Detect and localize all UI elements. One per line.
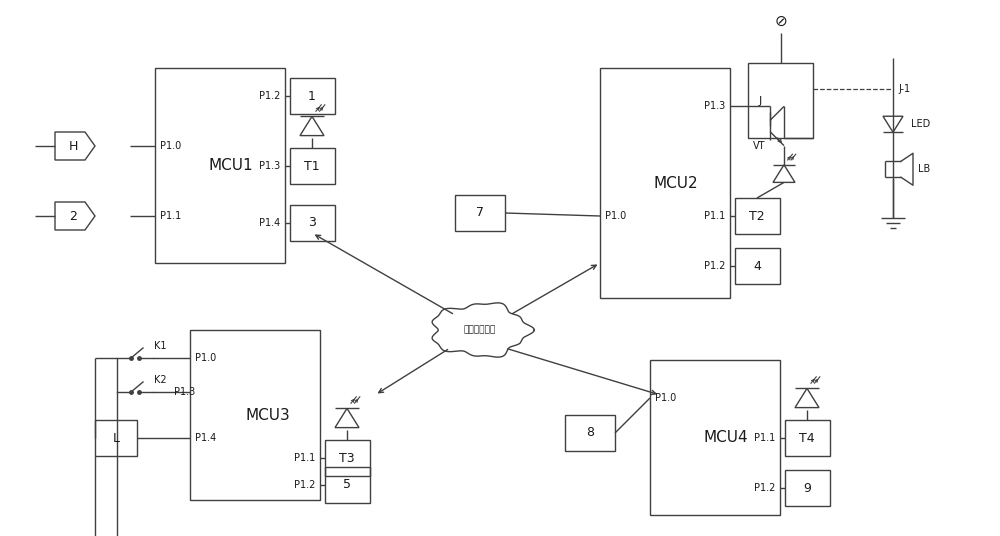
Text: 1: 1 (308, 90, 316, 102)
Text: K2: K2 (154, 375, 166, 385)
Text: P1.2: P1.2 (294, 480, 315, 490)
Bar (325, 440, 370, 476)
Bar (155, 68, 285, 263)
Bar (290, 78, 335, 114)
Text: 8: 8 (586, 427, 594, 440)
Text: L: L (112, 431, 120, 444)
Text: P1.2: P1.2 (704, 261, 725, 271)
Text: P1.3: P1.3 (704, 101, 725, 111)
Text: P1.0: P1.0 (605, 211, 626, 221)
Text: P1.1: P1.1 (754, 433, 775, 443)
Text: 2: 2 (69, 210, 77, 222)
Text: LB: LB (918, 164, 930, 174)
Bar (600, 68, 730, 298)
Text: J: J (758, 95, 762, 106)
Bar (95, 420, 137, 456)
Text: P1.2: P1.2 (259, 91, 280, 101)
Bar (735, 248, 780, 284)
Text: P1.1: P1.1 (704, 211, 725, 221)
Text: K1: K1 (154, 341, 166, 351)
Text: ⊘: ⊘ (774, 13, 787, 28)
Text: VT: VT (753, 141, 765, 151)
Text: 3: 3 (308, 217, 316, 229)
Text: P1.0: P1.0 (160, 141, 181, 151)
Text: P1.4: P1.4 (259, 218, 280, 228)
Text: P1.0: P1.0 (655, 393, 676, 403)
Text: LED: LED (911, 119, 930, 129)
Text: P1.1: P1.1 (294, 453, 315, 463)
Bar (748, 63, 813, 138)
Bar (785, 470, 830, 506)
Text: T1: T1 (304, 160, 320, 173)
Text: H: H (68, 139, 78, 153)
Text: 网络服务中心: 网络服务中心 (464, 325, 496, 334)
Text: P1.0: P1.0 (195, 353, 216, 363)
Bar (735, 198, 780, 234)
Text: P1.2: P1.2 (754, 483, 775, 493)
Text: MCU1: MCU1 (208, 158, 253, 173)
Text: MCU4: MCU4 (703, 430, 748, 445)
Text: 9: 9 (803, 481, 811, 495)
Text: P1.3: P1.3 (259, 161, 280, 171)
Text: MCU3: MCU3 (246, 407, 290, 422)
Bar (565, 415, 615, 451)
Text: P1.3: P1.3 (174, 387, 195, 397)
Bar (290, 205, 335, 241)
Text: T4: T4 (799, 431, 815, 444)
Bar (785, 420, 830, 456)
Text: 5: 5 (343, 479, 351, 492)
Text: MCU2: MCU2 (653, 175, 698, 190)
Text: 4: 4 (753, 259, 761, 272)
Text: T2: T2 (749, 210, 765, 222)
Text: P1.4: P1.4 (195, 433, 216, 443)
Bar (455, 195, 505, 231)
Bar (190, 330, 320, 500)
Text: 7: 7 (476, 206, 484, 220)
Text: T3: T3 (339, 451, 355, 465)
Bar (325, 467, 370, 503)
Bar (290, 148, 335, 184)
Bar (650, 360, 780, 515)
Text: P1.1: P1.1 (160, 211, 181, 221)
Text: J-1: J-1 (898, 84, 910, 94)
